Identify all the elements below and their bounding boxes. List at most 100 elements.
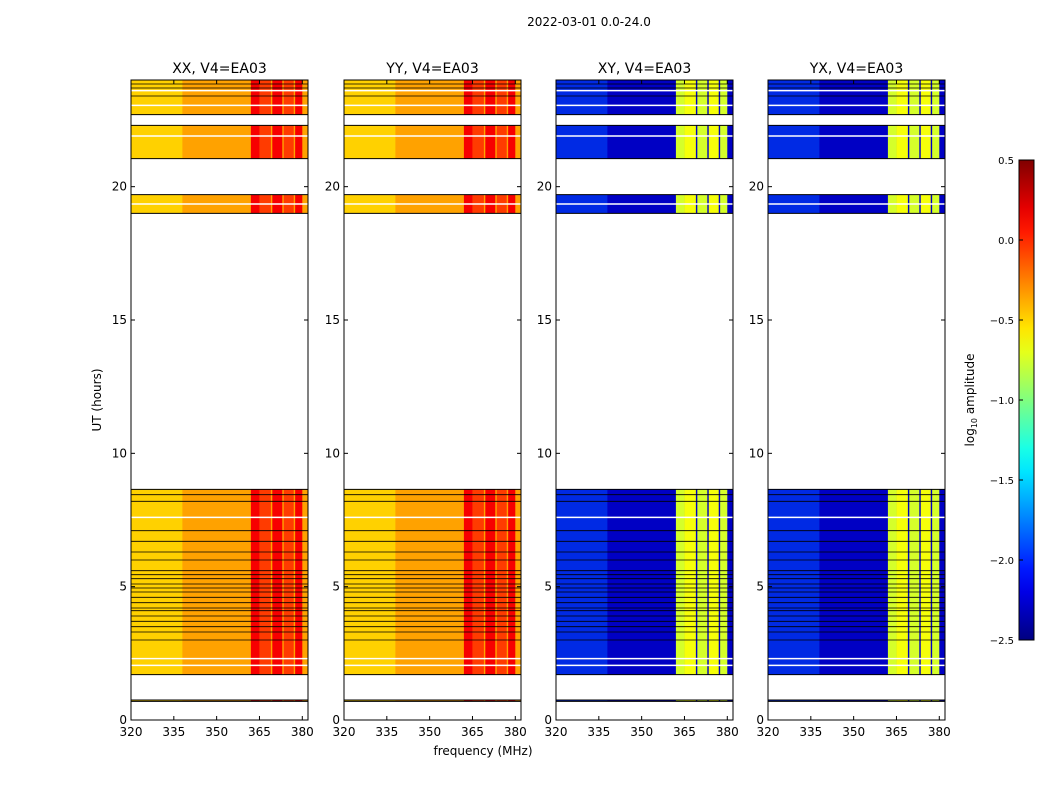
rfi-band <box>496 489 507 675</box>
x-tick-label: 365 <box>461 725 484 739</box>
x-tick-label: 365 <box>673 725 696 739</box>
y-tick-label: 10 <box>749 446 764 460</box>
rfi-band <box>250 80 260 115</box>
x-tick-label: 380 <box>716 725 739 739</box>
rfi-band <box>295 700 303 702</box>
rfi-band <box>272 700 283 702</box>
low-freq-region <box>768 80 820 115</box>
rfi-band <box>697 700 708 702</box>
low-freq-region <box>556 489 608 675</box>
rfi-band <box>920 700 931 702</box>
colorbar-tick-label: 0.5 <box>998 156 1014 167</box>
rfi-band <box>485 489 496 675</box>
axes-frame <box>555 79 734 721</box>
colorbar-label: log10 amplitude <box>963 354 979 447</box>
rfi-band <box>283 125 294 159</box>
rfi-band <box>259 80 271 115</box>
rfi-band <box>272 80 283 115</box>
rfi-band <box>259 125 271 159</box>
rfi-band <box>708 80 719 115</box>
low-freq-region <box>768 489 820 675</box>
x-tick-label: 380 <box>928 725 951 739</box>
low-freq-region <box>556 80 608 115</box>
colorbar: 0.5 0.0 −0.5 −1.0 −1.5 −2.0 −2.5 <box>990 156 1035 647</box>
axes-frame <box>343 79 522 721</box>
figure-suptitle: 2022-03-01 0.0-24.0 <box>527 15 651 29</box>
axes-frame <box>130 79 309 721</box>
y-tick-label: 5 <box>119 580 127 594</box>
x-tick-label: 335 <box>799 725 822 739</box>
x-tick-label: 335 <box>375 725 398 739</box>
axes-frame <box>767 79 946 721</box>
y-tick-label: 20 <box>112 180 127 194</box>
rfi-band <box>463 700 473 702</box>
x-tick-label: 365 <box>248 725 271 739</box>
panel-title: YY, V4=EA03 <box>385 61 478 77</box>
data-block <box>344 700 521 702</box>
x-tick-label: 320 <box>545 725 568 739</box>
y-tick-label: 5 <box>756 580 764 594</box>
data-block <box>768 700 945 702</box>
x-tick-label: 320 <box>333 725 356 739</box>
rfi-band <box>684 125 696 159</box>
rfi-band <box>720 125 728 159</box>
low-freq-region <box>556 125 608 159</box>
panel-1: YY, V4=EA03 320 335 350 365 380 0 5 10 15 20 <box>325 61 527 739</box>
rfi-band <box>720 700 728 702</box>
y-tick-label: 0 <box>544 713 552 727</box>
rfi-band <box>909 80 920 115</box>
panel-0: XX, V4=EA03 320 335 350 365 380 0 5 10 15 20 <box>112 61 314 739</box>
rfi-band <box>887 125 897 159</box>
y-tick-label: 0 <box>119 713 127 727</box>
rfi-band <box>920 489 931 675</box>
rfi-band <box>259 700 271 702</box>
rfi-band <box>896 489 908 675</box>
x-axis-label: frequency (MHz) <box>433 744 532 758</box>
rfi-band <box>496 80 507 115</box>
low-freq-region <box>344 700 396 702</box>
rfi-band <box>485 80 496 115</box>
y-tick-label: 5 <box>544 580 552 594</box>
rfi-band <box>909 125 920 159</box>
low-freq-region <box>768 125 820 159</box>
low-freq-region <box>131 80 183 115</box>
rfi-band <box>463 489 473 675</box>
rfi-band <box>283 700 294 702</box>
rfi-band <box>684 80 696 115</box>
rfi-band <box>675 125 685 159</box>
data-block <box>131 700 308 702</box>
panel-title: YX, V4=EA03 <box>809 61 904 77</box>
y-tick-label: 15 <box>112 313 127 327</box>
rfi-band <box>472 80 484 115</box>
x-tick-label: 320 <box>120 725 143 739</box>
rfi-band <box>697 80 708 115</box>
low-freq-region <box>344 125 396 159</box>
rfi-band <box>720 489 728 675</box>
rfi-band <box>720 80 728 115</box>
rfi-band <box>708 125 719 159</box>
panel-title: XY, V4=EA03 <box>598 61 692 77</box>
y-tick-label: 15 <box>537 313 552 327</box>
colorbar-tick-label: −0.5 <box>990 316 1014 327</box>
y-tick-label: 10 <box>112 446 127 460</box>
low-freq-region <box>131 700 183 702</box>
x-tick-label: 335 <box>587 725 610 739</box>
rfi-band <box>887 80 897 115</box>
rfi-band <box>472 125 484 159</box>
rfi-band <box>508 700 516 702</box>
colorbar-tick-label: −2.0 <box>990 556 1014 567</box>
x-tick-label: 380 <box>504 725 527 739</box>
rfi-band <box>684 700 696 702</box>
rfi-band <box>675 80 685 115</box>
x-tick-label: 335 <box>162 725 185 739</box>
rfi-band <box>283 489 294 675</box>
rfi-band <box>932 489 940 675</box>
rfi-band <box>259 489 271 675</box>
rfi-band <box>272 125 283 159</box>
rfi-band <box>485 700 496 702</box>
rfi-band <box>250 489 260 675</box>
rfi-band <box>485 125 496 159</box>
x-tick-label: 350 <box>418 725 441 739</box>
y-axis-label: UT (hours) <box>90 368 104 431</box>
low-freq-region <box>556 700 608 702</box>
